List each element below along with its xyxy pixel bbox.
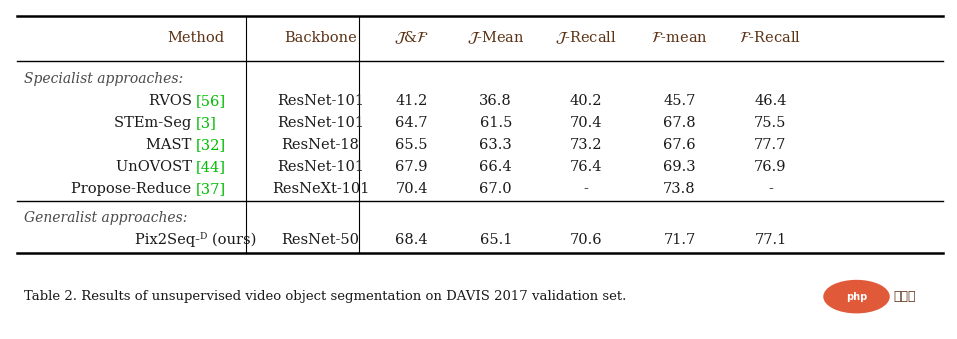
Text: Specialist approaches:: Specialist approaches: <box>24 72 183 86</box>
Text: RVOS: RVOS <box>148 94 196 108</box>
Text: 40.2: 40.2 <box>569 94 602 108</box>
Text: Propose-Reduce: Propose-Reduce <box>72 182 196 196</box>
Text: $\mathcal{F}$-mean: $\mathcal{F}$-mean <box>651 31 708 45</box>
Text: 77.7: 77.7 <box>754 138 787 152</box>
Text: [32]: [32] <box>196 138 226 152</box>
Text: 71.7: 71.7 <box>663 233 696 247</box>
Text: 75.5: 75.5 <box>754 116 787 130</box>
Text: 67.6: 67.6 <box>663 138 696 152</box>
Text: -: - <box>768 182 773 196</box>
Text: UnOVOST: UnOVOST <box>116 160 196 174</box>
Text: 41.2: 41.2 <box>395 94 428 108</box>
Text: 69.3: 69.3 <box>663 160 696 174</box>
Text: -: - <box>583 182 589 196</box>
Text: ResNet-50: ResNet-50 <box>281 233 360 247</box>
Text: 45.7: 45.7 <box>663 94 696 108</box>
Text: [3]: [3] <box>196 116 217 130</box>
Text: Backbone: Backbone <box>284 31 357 45</box>
Text: 46.4: 46.4 <box>754 94 787 108</box>
Text: Pix2Seq-ᴰ (ours): Pix2Seq-ᴰ (ours) <box>136 232 256 247</box>
Text: 中文网: 中文网 <box>893 290 916 303</box>
Text: 70.6: 70.6 <box>569 233 602 247</box>
Text: 36.8: 36.8 <box>479 94 512 108</box>
Text: 77.1: 77.1 <box>754 233 787 247</box>
Text: ResNeXt-101: ResNeXt-101 <box>272 182 369 196</box>
Text: 73.8: 73.8 <box>663 182 696 196</box>
Text: 65.1: 65.1 <box>479 233 512 247</box>
Text: 65.5: 65.5 <box>395 138 428 152</box>
Text: 67.8: 67.8 <box>663 116 696 130</box>
Text: 70.4: 70.4 <box>395 182 428 196</box>
Text: ResNet-101: ResNet-101 <box>278 94 364 108</box>
Text: 76.9: 76.9 <box>754 160 787 174</box>
Text: $\mathcal{J}$-Recall: $\mathcal{J}$-Recall <box>555 29 616 46</box>
Text: [44]: [44] <box>196 160 226 174</box>
Text: ResNet-101: ResNet-101 <box>278 116 364 130</box>
Text: 66.4: 66.4 <box>479 160 512 174</box>
Text: 73.2: 73.2 <box>569 138 602 152</box>
Text: 68.4: 68.4 <box>395 233 428 247</box>
Text: 67.0: 67.0 <box>479 182 512 196</box>
Text: [37]: [37] <box>196 182 226 196</box>
Text: MAST: MAST <box>146 138 196 152</box>
Text: 64.7: 64.7 <box>395 116 428 130</box>
Text: 76.4: 76.4 <box>569 160 602 174</box>
Text: Table 2. Results of unsupervised video object segmentation on DAVIS 2017 validat: Table 2. Results of unsupervised video o… <box>24 290 626 303</box>
Text: ResNet-18: ResNet-18 <box>281 138 360 152</box>
Text: ResNet-101: ResNet-101 <box>278 160 364 174</box>
Text: php: php <box>846 292 867 302</box>
Text: 63.3: 63.3 <box>479 138 512 152</box>
Text: STEm-Seg: STEm-Seg <box>114 116 196 130</box>
Text: 67.9: 67.9 <box>395 160 428 174</box>
Text: [56]: [56] <box>196 94 226 108</box>
Text: Generalist approaches:: Generalist approaches: <box>24 211 188 225</box>
Text: 61.5: 61.5 <box>479 116 512 130</box>
Text: $\mathcal{J}$-Mean: $\mathcal{J}$-Mean <box>467 29 524 46</box>
Text: Method: Method <box>167 31 225 45</box>
Text: $\mathcal{F}$-Recall: $\mathcal{F}$-Recall <box>740 31 801 45</box>
Text: $\mathcal{J}$&$\mathcal{F}$: $\mathcal{J}$&$\mathcal{F}$ <box>394 29 429 46</box>
Text: 70.4: 70.4 <box>569 116 602 130</box>
